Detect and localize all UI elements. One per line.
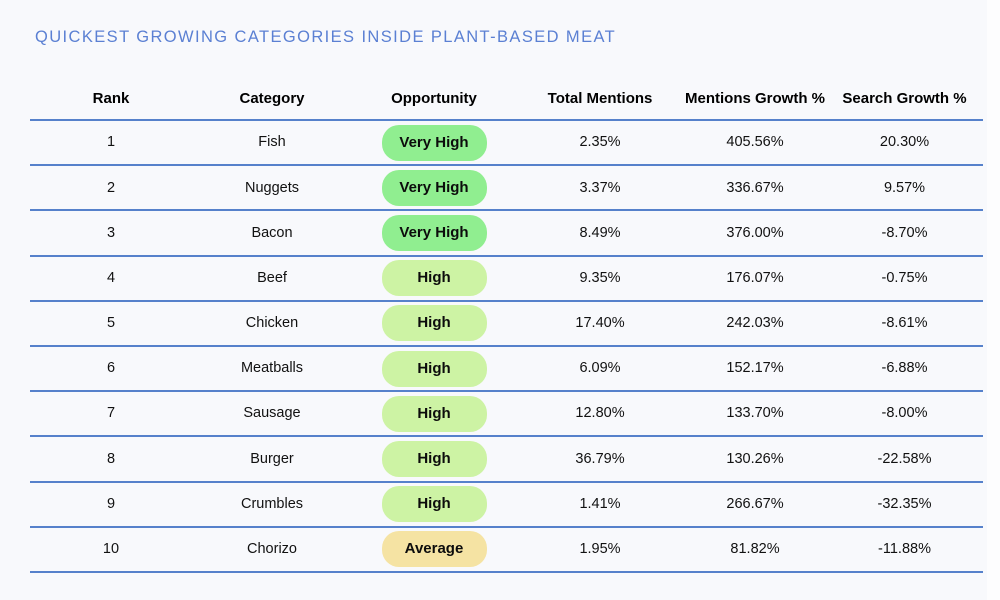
mentions-growth-cell: 405.56% [726,134,784,151]
total-mentions-cell: 9.35% [579,269,621,286]
table-header-row: Rank Category Opportunity Total Mentions… [30,81,983,121]
mentions-growth-cell: 152.17% [726,360,784,377]
category-cell: Meatballs [240,360,304,377]
page-title: QUICKEST GROWING CATEGORIES INSIDE PLANT… [35,28,617,46]
column-header-mentions-growth: Mentions Growth % [685,89,825,107]
column-header-category: Category [239,89,305,107]
rank-cell: 9 [106,495,116,512]
table-row: 5 Chicken High 17.40% 242.03% -8.61% [30,302,983,347]
search-growth-cell: -22.58% [877,450,932,467]
search-growth-cell: -8.00% [881,405,928,422]
opportunity-cell: Very High [352,124,516,161]
mentions-growth-cell: 130.26% [726,450,784,467]
opportunity-badge: Average [381,531,487,568]
rank-cell: 5 [106,315,116,332]
rank-cell: 8 [106,450,116,467]
search-growth-cell: -11.88% [878,541,931,558]
mentions-growth-cell: 81.82% [730,541,780,558]
column-header-opportunity: Opportunity [391,89,477,107]
opportunity-cell: Average [352,531,516,568]
search-growth-cell: -8.61% [881,315,928,332]
column-header-search-growth: Search Growth % [842,89,967,107]
total-mentions-cell: 36.79% [575,450,625,467]
total-mentions-cell: 6.09% [579,360,621,377]
table-row: 2 Nuggets Very High 3.37% 336.67% 9.57% [30,166,983,212]
category-cell: Burger [250,450,294,467]
opportunity-badge: High [381,305,487,342]
category-cell: Chorizo [247,541,297,558]
rank-cell: 6 [106,360,116,377]
table-row: 7 Sausage High 12.80% 133.70% -8.00% [30,392,983,438]
rank-cell: 1 [106,134,116,151]
total-mentions-cell: 12.80% [575,405,625,422]
opportunity-badge: Very High [381,214,487,251]
opportunity-cell: High [352,440,516,477]
opportunity-badge: High [381,440,487,477]
opportunity-badge: Very High [381,124,487,161]
category-cell: Beef [257,269,287,286]
total-mentions-cell: 1.41% [579,495,621,512]
opportunity-cell: High [352,305,516,342]
opportunity-cell: High [352,486,516,523]
mentions-growth-cell: 336.67% [726,179,784,196]
category-cell: Chicken [245,315,299,332]
opportunity-cell: Very High [352,169,516,206]
rank-cell: 10 [102,541,120,558]
table-row: 9 Crumbles High 1.41% 266.67% -32.35% [30,483,983,528]
total-mentions-cell: 8.49% [579,224,621,241]
opportunity-badge: High [381,260,487,297]
total-mentions-cell: 17.40% [575,315,625,332]
mentions-growth-cell: 176.07% [726,269,784,286]
search-growth-cell: -8.70% [881,224,928,241]
search-growth-cell: 20.30% [879,134,930,151]
rank-cell: 4 [106,269,116,286]
table-row: 1 Fish Very High 2.35% 405.56% 20.30% [30,121,983,167]
column-header-total-mentions: Total Mentions [547,89,653,107]
mentions-growth-cell: 376.00% [726,224,784,241]
mentions-growth-cell: 242.03% [726,315,784,332]
total-mentions-cell: 1.95% [579,541,621,558]
opportunity-cell: High [352,260,516,297]
table-row: 10 Chorizo Average 1.95% 81.82% -11.88% [30,528,983,573]
search-growth-cell: -0.75% [881,269,928,286]
categories-table: Rank Category Opportunity Total Mentions… [30,81,983,573]
opportunity-cell: High [352,350,516,387]
opportunity-cell: Very High [352,214,516,251]
search-growth-cell: -6.88% [881,360,928,377]
rank-cell: 3 [106,224,116,241]
mentions-growth-cell: 133.70% [726,405,784,422]
search-growth-cell: -32.35% [877,495,932,512]
category-cell: Sausage [243,405,301,422]
table-row: 3 Bacon Very High 8.49% 376.00% -8.70% [30,211,983,257]
category-cell: Fish [258,134,286,151]
opportunity-cell: High [352,395,516,432]
search-growth-cell: 9.57% [883,179,926,196]
page-right-margin [987,0,1000,600]
opportunity-badge: High [381,486,487,523]
category-cell: Crumbles [240,495,304,512]
column-header-rank: Rank [92,89,130,107]
table-row: 6 Meatballs High 6.09% 152.17% -6.88% [30,347,983,393]
opportunity-badge: Very High [381,169,487,206]
rank-cell: 2 [106,179,116,196]
table-row: 4 Beef High 9.35% 176.07% -0.75% [30,257,983,302]
table-row: 8 Burger High 36.79% 130.26% -22.58% [30,437,983,483]
mentions-growth-cell: 266.67% [726,495,784,512]
total-mentions-cell: 2.35% [579,134,621,151]
total-mentions-cell: 3.37% [579,179,621,196]
rank-cell: 7 [106,405,116,422]
opportunity-badge: High [381,350,487,387]
opportunity-badge: High [381,395,487,432]
category-cell: Bacon [251,224,293,241]
category-cell: Nuggets [244,179,299,196]
